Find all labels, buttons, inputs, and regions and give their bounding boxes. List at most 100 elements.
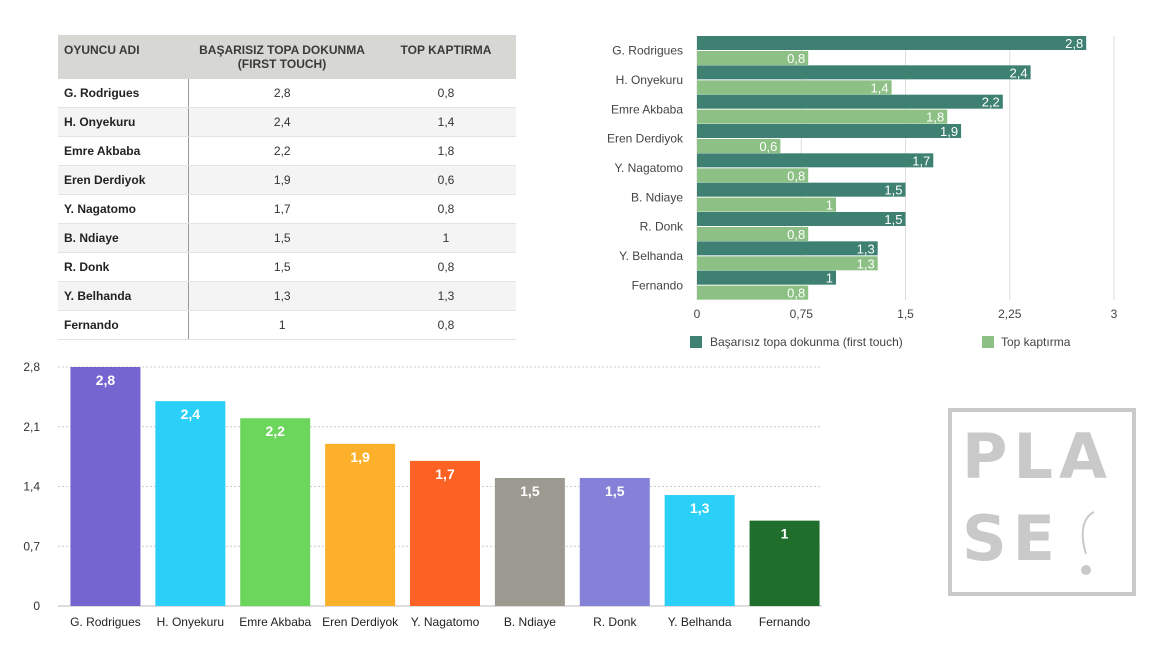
- table-row: Emre Akbaba 2,2 1,8: [58, 136, 516, 166]
- x-tick-label: 0,75: [790, 307, 814, 321]
- table-cell: H. Onyekuru: [58, 107, 189, 137]
- category-label: H. Onyekuru: [157, 615, 224, 629]
- bar: [494, 477, 565, 606]
- x-tick-label: 1,5: [897, 307, 914, 321]
- bar: [697, 153, 934, 168]
- bar: [697, 168, 809, 183]
- table-cell: 1,5: [188, 252, 376, 282]
- x-tick-label: 0: [694, 307, 701, 321]
- y-tick-label: 1,4: [23, 480, 40, 494]
- table-row: G. Rodrigues 2,8 0,8: [58, 79, 516, 108]
- data-label: 1,5: [884, 212, 902, 227]
- column-header: OYUNCU ADI: [58, 35, 188, 79]
- bar: [697, 241, 878, 256]
- plase-logo: PLA SE: [948, 408, 1136, 596]
- bar: [749, 520, 820, 606]
- bar: [697, 51, 809, 65]
- data-label: 1,5: [520, 483, 540, 499]
- data-label: 1,3: [857, 256, 875, 271]
- bar: [70, 367, 141, 606]
- data-label: 1: [826, 271, 833, 286]
- category-label: B. Ndiaye: [631, 190, 683, 204]
- y-tick-label: 0,7: [23, 539, 40, 553]
- table-cell: 0,8: [376, 194, 516, 224]
- table-row: Y. Nagatomo 1,7 0,8: [58, 194, 516, 224]
- table-cell: 1,9: [188, 165, 376, 195]
- data-label: 1: [781, 526, 789, 542]
- table-cell: 1,5: [188, 223, 376, 253]
- table-row: Y. Belhanda 1,3 1,3: [58, 281, 516, 311]
- table-cell: 0,8: [376, 252, 516, 282]
- data-label: 2,2: [982, 95, 1000, 110]
- data-label: 0,8: [787, 286, 805, 301]
- x-tick-label: 2,25: [998, 307, 1022, 321]
- bar: [697, 182, 906, 197]
- bar: [697, 139, 781, 153]
- category-label: Fernando: [632, 278, 684, 292]
- data-label: 1,9: [940, 124, 958, 139]
- y-tick-label: 2,1: [23, 420, 40, 434]
- table-cell: Y. Belhanda: [58, 281, 189, 311]
- table-cell: 1: [188, 310, 376, 340]
- table-cell: B. Ndiaye: [58, 223, 189, 253]
- table-body: G. Rodrigues 2,8 0,8 H. Onyekuru 2,4 1,4 Emre …: [58, 79, 516, 340]
- data-label: 1: [826, 198, 833, 213]
- bar: [697, 94, 1003, 109]
- logo-mark-icon: [1081, 511, 1095, 575]
- category-label: R. Donk: [640, 220, 684, 234]
- table-cell: 1,4: [376, 107, 516, 137]
- category-label: H. Onyekuru: [616, 73, 683, 87]
- bar: [697, 80, 892, 95]
- bar: [579, 477, 650, 606]
- table-cell: Emre Akbaba: [58, 136, 189, 166]
- bar: [697, 65, 1031, 80]
- bar: [325, 443, 396, 606]
- data-label: 2,2: [265, 423, 285, 439]
- data-label: 0,8: [787, 168, 805, 183]
- legend-label: Top kaptırma: [1001, 335, 1071, 349]
- column-header: TOP KAPTIRMA: [376, 35, 516, 79]
- data-label: 2,4: [181, 406, 201, 422]
- table-cell: 2,4: [188, 107, 376, 137]
- x-tick-label: 3: [1111, 307, 1118, 321]
- table-row: R. Donk 1,5 0,8: [58, 252, 516, 282]
- data-label: 2,8: [1065, 36, 1083, 51]
- data-label: 2,8: [96, 372, 116, 388]
- category-label: Y. Belhanda: [668, 615, 732, 629]
- table-cell: Y. Nagatomo: [58, 194, 189, 224]
- category-label: Emre Akbaba: [611, 102, 683, 116]
- bar: [697, 109, 948, 124]
- table-row: H. Onyekuru 2,4 1,4: [58, 107, 516, 137]
- data-label: 1,3: [857, 241, 875, 256]
- table-header-row: OYUNCU ADI BAŞARISIZ TOPA DOKUNMA (FIRST T…: [58, 35, 516, 79]
- category-label: R. Donk: [593, 615, 637, 629]
- logo-text-line2: SE: [962, 502, 1062, 575]
- data-label: 1,3: [690, 500, 710, 516]
- bar: [155, 401, 226, 606]
- table-cell: 2,2: [188, 136, 376, 166]
- category-label: B. Ndiaye: [504, 615, 556, 629]
- column-header: BAŞARISIZ TOPA DOKUNMA (FIRST TOUCH): [188, 35, 376, 79]
- logo-text-line1: PLA: [962, 420, 1113, 493]
- table-row: Fernando 1 0,8: [58, 310, 516, 340]
- bar: [664, 495, 735, 606]
- table-cell: 1,3: [376, 281, 516, 311]
- table-cell: Eren Derdiyok: [58, 165, 189, 195]
- legend-swatch: [690, 336, 702, 348]
- bar: [697, 285, 809, 300]
- table-row: Eren Derdiyok 1,9 0,6: [58, 165, 516, 195]
- table-cell: 2,8: [188, 79, 376, 108]
- data-label: 1,9: [350, 449, 370, 465]
- category-label: Eren Derdiyok: [322, 615, 399, 629]
- stats-table: OYUNCU ADI BAŞARISIZ TOPA DOKUNMA (FIRST T…: [58, 35, 516, 340]
- table-cell: R. Donk: [58, 252, 189, 282]
- category-label: G. Rodrigues: [70, 615, 141, 629]
- data-label: 1,7: [435, 466, 455, 482]
- data-label: 1,5: [884, 183, 902, 198]
- data-label: 1,8: [926, 110, 944, 125]
- category-label: Fernando: [759, 615, 811, 629]
- data-label: 1,5: [605, 483, 625, 499]
- bar: [697, 227, 809, 241]
- bar: [697, 256, 878, 271]
- bar: [240, 418, 311, 606]
